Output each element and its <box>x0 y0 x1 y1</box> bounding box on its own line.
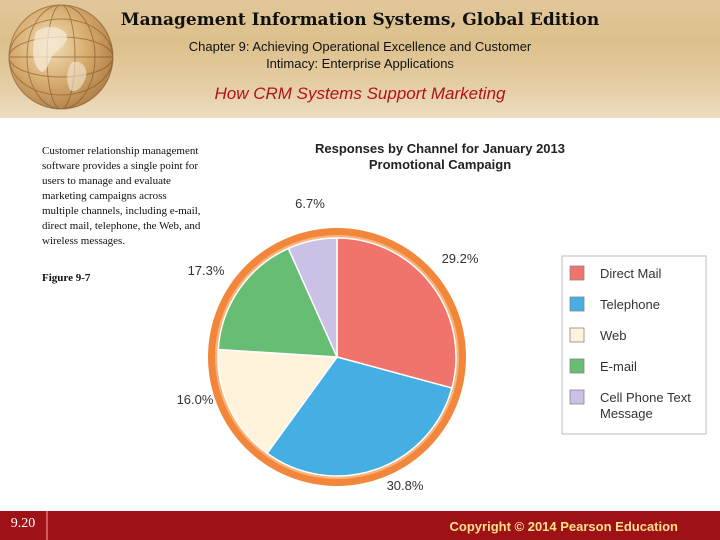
chart-title-line2: Promotional Campaign <box>369 157 511 172</box>
chart-title-line1: Responses by Channel for January 2013 <box>315 141 565 156</box>
slice-label: 17.3% <box>188 263 225 278</box>
pie-slice-cell-phone-text-message <box>287 237 338 358</box>
slice-label: 6.7% <box>295 196 325 211</box>
legend-box <box>561 255 707 435</box>
globe-icon <box>8 4 114 110</box>
legend-swatch <box>569 296 585 312</box>
chapter-subtitle: Chapter 9: Achieving Operational Excelle… <box>140 38 580 72</box>
legend-label: Message <box>600 406 653 421</box>
legend-label: Cell Phone Text <box>600 390 691 405</box>
pie-slice-web <box>217 348 339 455</box>
slide-footer: 9.20 Copyright © 2014 Pearson Education <box>0 511 720 540</box>
figure-label: Figure 9-7 <box>42 272 91 284</box>
slide-header: Management Information Systems, Global E… <box>0 0 720 118</box>
pie-slice-e-mail <box>217 247 339 358</box>
slice-label: 29.2% <box>442 251 479 266</box>
legend-label: E-mail <box>600 359 637 374</box>
book-title: Management Information Systems, Global E… <box>120 10 600 30</box>
legend-swatch <box>569 358 585 374</box>
slide-title: How CRM Systems Support Marketing <box>214 84 506 103</box>
pie-slice-direct-mail <box>336 237 457 389</box>
legend-label: Direct Mail <box>600 266 662 281</box>
page-number: 9.20 <box>10 516 36 531</box>
chapter-subtitle-line2: Intimacy: Enterprise Applications <box>266 56 454 71</box>
copyright: Copyright © 2014 Pearson Education <box>449 519 678 534</box>
legend-swatch <box>569 327 585 343</box>
legend-swatch <box>569 389 585 405</box>
legend-label: Web <box>600 328 627 343</box>
pie-slice-telephone <box>266 356 453 477</box>
footer-divider <box>46 511 48 540</box>
body-text: Customer relationship management softwar… <box>42 145 201 247</box>
chapter-subtitle-line1: Chapter 9: Achieving Operational Excelle… <box>188 39 532 54</box>
legend-swatch <box>569 265 585 281</box>
slice-label: 30.8% <box>387 478 424 493</box>
slice-label: 16.0% <box>177 392 214 407</box>
legend-label: Telephone <box>600 297 660 312</box>
